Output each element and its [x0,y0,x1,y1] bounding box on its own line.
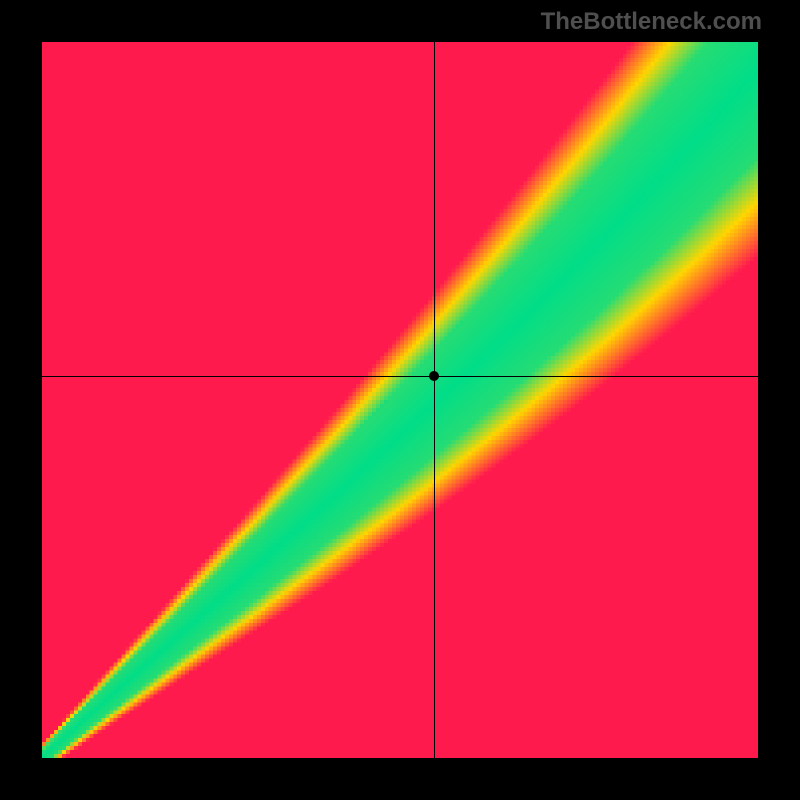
crosshair-vertical [434,42,435,758]
heatmap-plot [42,42,758,758]
crosshair-horizontal [42,376,758,377]
heatmap-canvas [42,42,758,758]
watermark-text: TheBottleneck.com [541,8,762,36]
chart-container: { "watermark": { "text": "TheBottleneck.… [0,0,800,800]
crosshair-marker [429,371,439,381]
